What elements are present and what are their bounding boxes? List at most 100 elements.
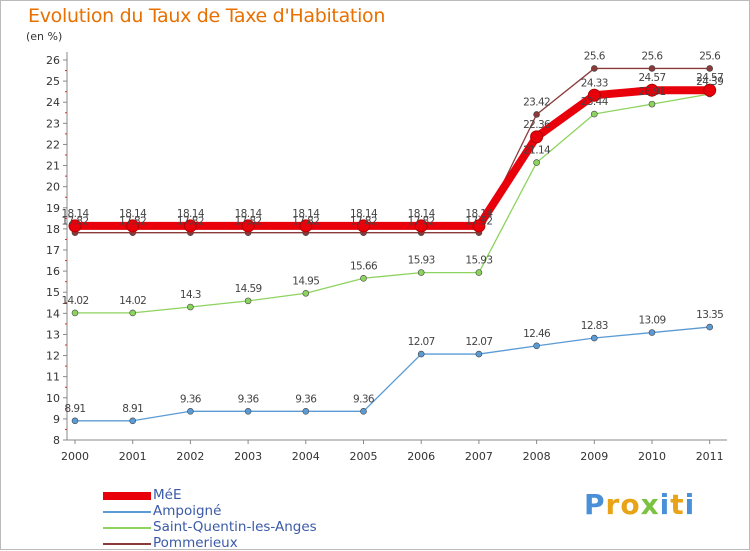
data-point <box>414 219 428 233</box>
y-tick-label: 24 <box>46 96 60 109</box>
y-tick-label: 18 <box>46 223 60 236</box>
data-label: 18.14 <box>235 208 263 220</box>
data-point <box>244 407 252 415</box>
data-label: 13.35 <box>696 309 723 321</box>
data-point <box>703 83 717 97</box>
logo-letter: o <box>620 488 641 521</box>
data-point <box>590 110 598 118</box>
data-point <box>645 83 659 97</box>
data-label: 18.14 <box>292 208 320 220</box>
data-point <box>187 303 194 311</box>
x-tick-label: 2007 <box>465 450 493 463</box>
data-point <box>533 159 540 166</box>
data-label: 24.57 <box>638 72 665 84</box>
data-label: 24.57 <box>696 72 723 84</box>
data-label: 25.6 <box>584 50 606 62</box>
data-point <box>357 219 370 233</box>
data-label: 12.46 <box>523 328 551 340</box>
x-tick-label: 2000 <box>61 450 89 463</box>
data-point <box>648 65 656 72</box>
data-point <box>706 323 714 331</box>
data-label: 17.82 <box>465 216 492 228</box>
data-label: 24.33 <box>581 77 608 89</box>
data-label: 24.39 <box>696 76 723 88</box>
x-tick-label: 2010 <box>638 450 666 463</box>
data-label: 12.83 <box>581 320 608 332</box>
data-label: 23.42 <box>523 96 550 108</box>
data-point <box>648 329 656 336</box>
data-label: 14.59 <box>235 283 262 295</box>
data-point <box>475 350 483 358</box>
legend-label: MéE <box>153 487 182 503</box>
x-tick-label: 2005 <box>350 450 378 463</box>
chart-title: Evolution du Taux de Taxe d'Habitation <box>28 5 386 27</box>
data-label: 17.82 <box>177 216 204 228</box>
data-point <box>533 342 540 350</box>
data-point <box>129 417 136 425</box>
data-point <box>302 289 310 297</box>
data-point <box>71 309 79 317</box>
x-tick-label: 2004 <box>292 450 320 463</box>
data-point <box>71 417 79 425</box>
y-tick-label: 14 <box>46 307 60 320</box>
x-tick-label: 2002 <box>176 450 204 463</box>
data-point <box>244 297 252 305</box>
data-point <box>129 309 136 317</box>
series-line <box>75 86 710 230</box>
y-tick-label: 13 <box>46 328 60 341</box>
y-tick-label: 23 <box>46 117 60 130</box>
data-label: 13.09 <box>638 315 665 327</box>
y-tick-label: 10 <box>46 392 60 405</box>
series-line <box>75 326 710 422</box>
y-tick-label: 15 <box>46 286 60 299</box>
data-label: 14.02 <box>119 295 146 307</box>
y-tick-label: 22 <box>46 138 60 151</box>
logo-letter: t <box>670 488 685 521</box>
data-point <box>417 269 425 276</box>
data-point <box>472 219 486 233</box>
data-point <box>360 407 367 415</box>
data-label: 18.14 <box>61 208 89 220</box>
data-label: 25.6 <box>642 50 664 62</box>
legend-label: Saint-Quentin-les-Anges <box>153 519 317 535</box>
data-point <box>299 219 313 233</box>
data-label: 17.82 <box>61 216 88 228</box>
data-label: 25.6 <box>699 50 721 62</box>
y-tick-label: 25 <box>46 75 60 88</box>
data-point <box>590 65 598 72</box>
logo-letter: r <box>605 488 621 521</box>
legend-label: Pommerieux <box>153 535 238 551</box>
y-tick-label: 16 <box>46 265 60 278</box>
data-point <box>187 407 194 415</box>
logo-letter: i <box>684 488 696 521</box>
data-label: 17.82 <box>350 216 377 228</box>
data-point <box>706 65 714 72</box>
y-tick-label: 11 <box>46 371 60 384</box>
data-point <box>648 100 656 108</box>
data-label: 14.3 <box>180 289 201 301</box>
data-label: 12.07 <box>408 336 435 348</box>
data-label: 9.36 <box>295 393 317 405</box>
data-label: 15.93 <box>408 255 435 267</box>
data-point <box>302 407 310 415</box>
y-tick-label: 21 <box>46 160 60 173</box>
logo-letter: P <box>584 488 606 521</box>
data-point <box>530 130 544 144</box>
data-label: 14.95 <box>292 275 319 287</box>
data-label: 12.07 <box>465 336 492 348</box>
series-line <box>75 93 710 314</box>
data-label: 9.36 <box>180 393 202 405</box>
data-point <box>590 334 598 342</box>
data-label: 23.44 <box>581 96 609 108</box>
x-tick-label: 2011 <box>696 450 724 463</box>
data-label: 18.14 <box>350 208 378 220</box>
x-tick-label: 2003 <box>234 450 262 463</box>
data-point <box>241 219 255 233</box>
legend-swatch <box>103 511 151 513</box>
data-label: 18.14 <box>465 208 493 220</box>
legend-swatch <box>103 492 151 500</box>
data-point <box>126 219 140 233</box>
legend-swatch <box>103 527 151 529</box>
y-tick-label: 9 <box>53 413 60 426</box>
data-label: 17.82 <box>292 216 319 228</box>
